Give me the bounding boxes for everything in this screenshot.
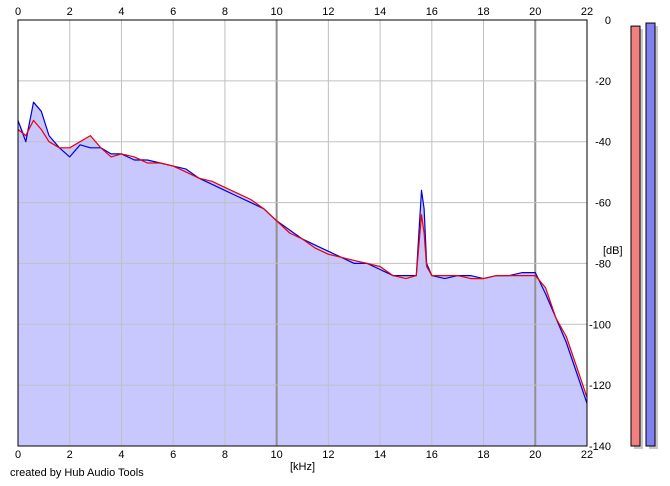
x-tick-label-bottom: 6 <box>170 449 176 461</box>
y-tick-label: -80 <box>595 258 611 270</box>
plot-border <box>17 19 588 447</box>
x-tick-label-bottom: 8 <box>222 449 228 461</box>
x-tick-label-top: 6 <box>170 6 176 18</box>
x-tick-label-bottom: 16 <box>426 449 438 461</box>
x-tick-label-top: 12 <box>322 6 334 18</box>
y-tick-label: -120 <box>589 380 611 392</box>
x-tick-label-bottom: 22 <box>581 449 593 461</box>
x-tick-label-bottom: 0 <box>15 449 21 461</box>
x-tick-label-bottom: 20 <box>529 449 541 461</box>
credit-text: created by Hub Audio Tools <box>10 467 144 479</box>
level-meters <box>630 22 658 450</box>
meter-right-bar <box>645 22 656 447</box>
x-axis-label: [kHz] <box>290 461 315 473</box>
x-tick-label-bottom: 12 <box>322 449 334 461</box>
tick-label-layer: 002244668810101212141416161818202022220-… <box>15 6 611 461</box>
x-tick-label-top: 20 <box>529 6 541 18</box>
x-tick-label-bottom: 14 <box>374 449 386 461</box>
grid-layer <box>18 20 587 446</box>
spectrum-fill-layer <box>18 102 587 446</box>
x-tick-label-bottom: 10 <box>271 449 283 461</box>
x-tick-label-top: 14 <box>374 6 386 18</box>
x-tick-label-top: 8 <box>222 6 228 18</box>
x-tick-label-top: 0 <box>15 6 21 18</box>
y-axis-label: [dB] <box>603 245 623 257</box>
y-tick-label: -20 <box>595 76 611 88</box>
x-tick-label-top: 4 <box>118 6 124 18</box>
x-tick-label-top: 2 <box>67 6 73 18</box>
x-tick-label-top: 18 <box>477 6 489 18</box>
meter-left-bar <box>630 25 641 447</box>
y-tick-label: -40 <box>595 137 611 149</box>
y-tick-label: -60 <box>595 198 611 210</box>
y-tick-label: -100 <box>589 319 611 331</box>
x-tick-label-top: 10 <box>271 6 283 18</box>
x-tick-label-bottom: 18 <box>477 449 489 461</box>
series-line-2 <box>17 119 588 398</box>
series-layer <box>17 101 588 404</box>
x-tick-label-top: 16 <box>426 6 438 18</box>
x-tick-label-top: 22 <box>581 6 593 18</box>
spectrum-fill-area <box>18 102 587 446</box>
x-tick-label-bottom: 2 <box>67 449 73 461</box>
y-tick-label: 0 <box>605 15 611 27</box>
x-tick-label-bottom: 4 <box>118 449 124 461</box>
y-tick-label: -140 <box>589 441 611 453</box>
